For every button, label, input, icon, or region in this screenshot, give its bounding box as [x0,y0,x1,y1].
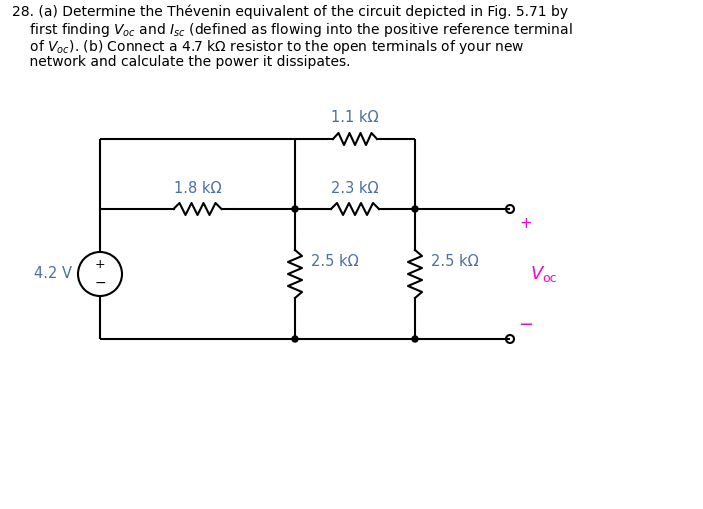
Text: 2.5 kΩ: 2.5 kΩ [431,254,479,269]
Circle shape [412,206,418,212]
Text: −: − [518,316,534,334]
Text: oc: oc [542,272,557,286]
Circle shape [292,206,298,212]
Text: 4.2 V: 4.2 V [34,267,72,281]
Text: first finding $V_{oc}$ and $I_{sc}$ (defined as flowing into the positive refere: first finding $V_{oc}$ and $I_{sc}$ (def… [12,21,572,39]
Text: of $V_{oc}$). (b) Connect a 4.7 kΩ resistor to the open terminals of your new: of $V_{oc}$). (b) Connect a 4.7 kΩ resis… [12,38,524,56]
Text: +: + [520,215,532,231]
Text: 1.8 kΩ: 1.8 kΩ [174,181,221,196]
Text: 2.5 kΩ: 2.5 kΩ [311,254,359,269]
Text: 2.3 kΩ: 2.3 kΩ [331,181,379,196]
Text: network and calculate the power it dissipates.: network and calculate the power it dissi… [12,55,351,69]
Text: $V$: $V$ [530,265,546,283]
Text: 28. (a) Determine the Thévenin equivalent of the circuit depicted in Fig. 5.71 b: 28. (a) Determine the Thévenin equivalen… [12,4,568,18]
Circle shape [412,336,418,342]
Text: +: + [95,259,105,271]
Circle shape [292,336,298,342]
Text: 1.1 kΩ: 1.1 kΩ [331,110,379,125]
Text: −: − [94,276,106,290]
